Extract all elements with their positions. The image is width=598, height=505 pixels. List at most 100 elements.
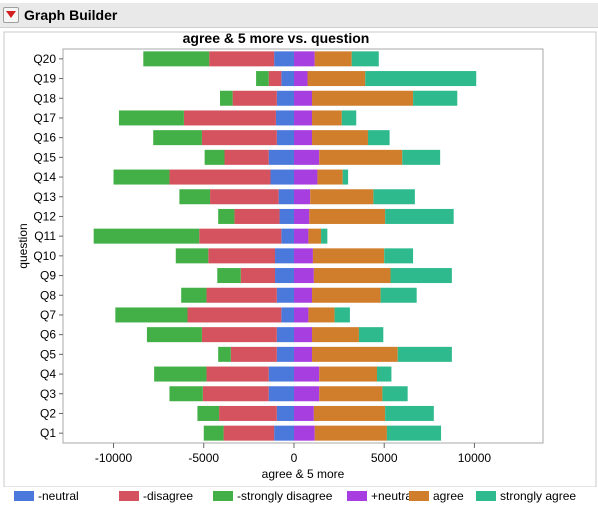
plot-area	[62, 48, 544, 444]
bar-segment	[293, 248, 313, 264]
graph-frame	[3, 31, 597, 487]
bar-segment	[278, 189, 294, 205]
bar-segment	[308, 307, 335, 323]
bar-segment	[204, 149, 225, 165]
bar-segment	[281, 228, 294, 244]
bar-segment	[319, 366, 377, 382]
bar-segment	[293, 228, 309, 244]
bar-segment	[276, 346, 294, 362]
bar-segment	[293, 208, 310, 224]
legend-swatch	[213, 491, 233, 501]
x-tick-label: -10000	[95, 451, 133, 465]
bar-segment	[274, 425, 294, 441]
bar-segment	[203, 425, 224, 441]
bar-segment	[382, 386, 408, 402]
bar-segment	[321, 228, 328, 244]
bar-segment	[268, 386, 294, 402]
bar-segment	[183, 110, 276, 126]
bar-segment	[312, 130, 368, 146]
legend-label: -disagree	[143, 489, 194, 503]
legend-swatch	[409, 491, 429, 501]
bar-segment	[217, 268, 241, 284]
bar-segment	[202, 386, 269, 402]
bar-segment	[274, 51, 294, 67]
bar-segment	[275, 110, 294, 126]
bar-segment	[293, 346, 313, 362]
bar-segment	[358, 327, 384, 343]
red-triangle-menu-icon[interactable]	[3, 7, 19, 23]
bar-segment	[293, 130, 313, 146]
y-tick-label: Q4	[40, 367, 56, 381]
bar-segment	[276, 90, 294, 106]
bar-segment	[341, 110, 357, 126]
bar-segment	[312, 110, 342, 126]
chart-title: agree & 5 more vs. question	[183, 30, 370, 46]
y-tick-label: Q12	[33, 209, 56, 223]
bar-segment	[113, 169, 170, 185]
bar-segment	[390, 268, 452, 284]
bar-segment	[310, 189, 374, 205]
bar-segment	[276, 287, 294, 303]
bar-segment	[413, 90, 458, 106]
legend-label: -strongly disagree	[237, 489, 333, 503]
bar-segment	[312, 287, 381, 303]
bar-segment	[397, 346, 452, 362]
x-tick-label: -5000	[188, 451, 219, 465]
bar-segment	[312, 346, 398, 362]
legend-label: +neutral	[371, 489, 415, 503]
y-axis: Q20 Q19 Q18 Q17 Q16 Q15 Q14 Q13 Q12 Q11 Q10 Q9 Q8 Q7 Q…	[33, 52, 63, 440]
bar-segment	[179, 189, 211, 205]
bar-segment	[276, 405, 294, 421]
bar-segment	[314, 425, 387, 441]
y-tick-label: Q11	[34, 229, 56, 243]
legend-swatch	[476, 491, 496, 501]
y-tick-label: Q5	[40, 347, 56, 361]
bar-segment	[308, 228, 322, 244]
bar-segment	[181, 287, 207, 303]
bar-chart: agree & 5 more vs. question Q20Q19Q18Q17…	[3, 30, 597, 487]
bar-segment	[276, 327, 294, 343]
bar-segment	[373, 189, 415, 205]
bar-segment	[314, 51, 352, 67]
bar-segment	[153, 130, 202, 146]
bar-segment	[293, 90, 313, 106]
bar-segment	[279, 208, 294, 224]
bar-segment	[293, 425, 315, 441]
bar-segment	[206, 287, 277, 303]
bar-segment	[218, 208, 235, 224]
bar-segment	[312, 248, 385, 264]
bar-segment	[115, 307, 188, 323]
bar-segment	[365, 71, 477, 87]
triangle-down-icon	[6, 11, 16, 18]
bar-segment	[268, 149, 294, 165]
x-tick-label: 5000	[371, 451, 398, 465]
bar-segment	[230, 346, 277, 362]
legend-swatch	[347, 491, 367, 501]
bar-segment	[307, 71, 366, 87]
bar-segment	[312, 90, 414, 106]
bar-segment	[351, 51, 379, 67]
bar-segment	[293, 386, 320, 402]
bar-segment	[293, 366, 320, 382]
y-tick-label: Q16	[33, 131, 56, 145]
bar-segment	[293, 169, 318, 185]
bar-segment	[240, 268, 276, 284]
bar-segment	[93, 228, 200, 244]
y-tick-label: Q10	[33, 249, 56, 263]
bar-segment	[385, 405, 434, 421]
bar-segment	[293, 189, 311, 205]
bar-segment	[309, 208, 386, 224]
bar-segment	[224, 149, 269, 165]
x-axis-label: agree & 5 more	[262, 467, 345, 481]
bar-segment	[312, 327, 359, 343]
bar-segment	[319, 149, 403, 165]
bar-segment	[293, 268, 314, 284]
bar-segment	[402, 149, 441, 165]
legend-label: -neutral	[38, 489, 79, 503]
title-bar: Graph Builder	[0, 3, 598, 28]
bar-segment	[206, 366, 269, 382]
y-tick-label: Q3	[40, 387, 56, 401]
bar-segment	[342, 169, 349, 185]
bar-segment	[367, 130, 390, 146]
